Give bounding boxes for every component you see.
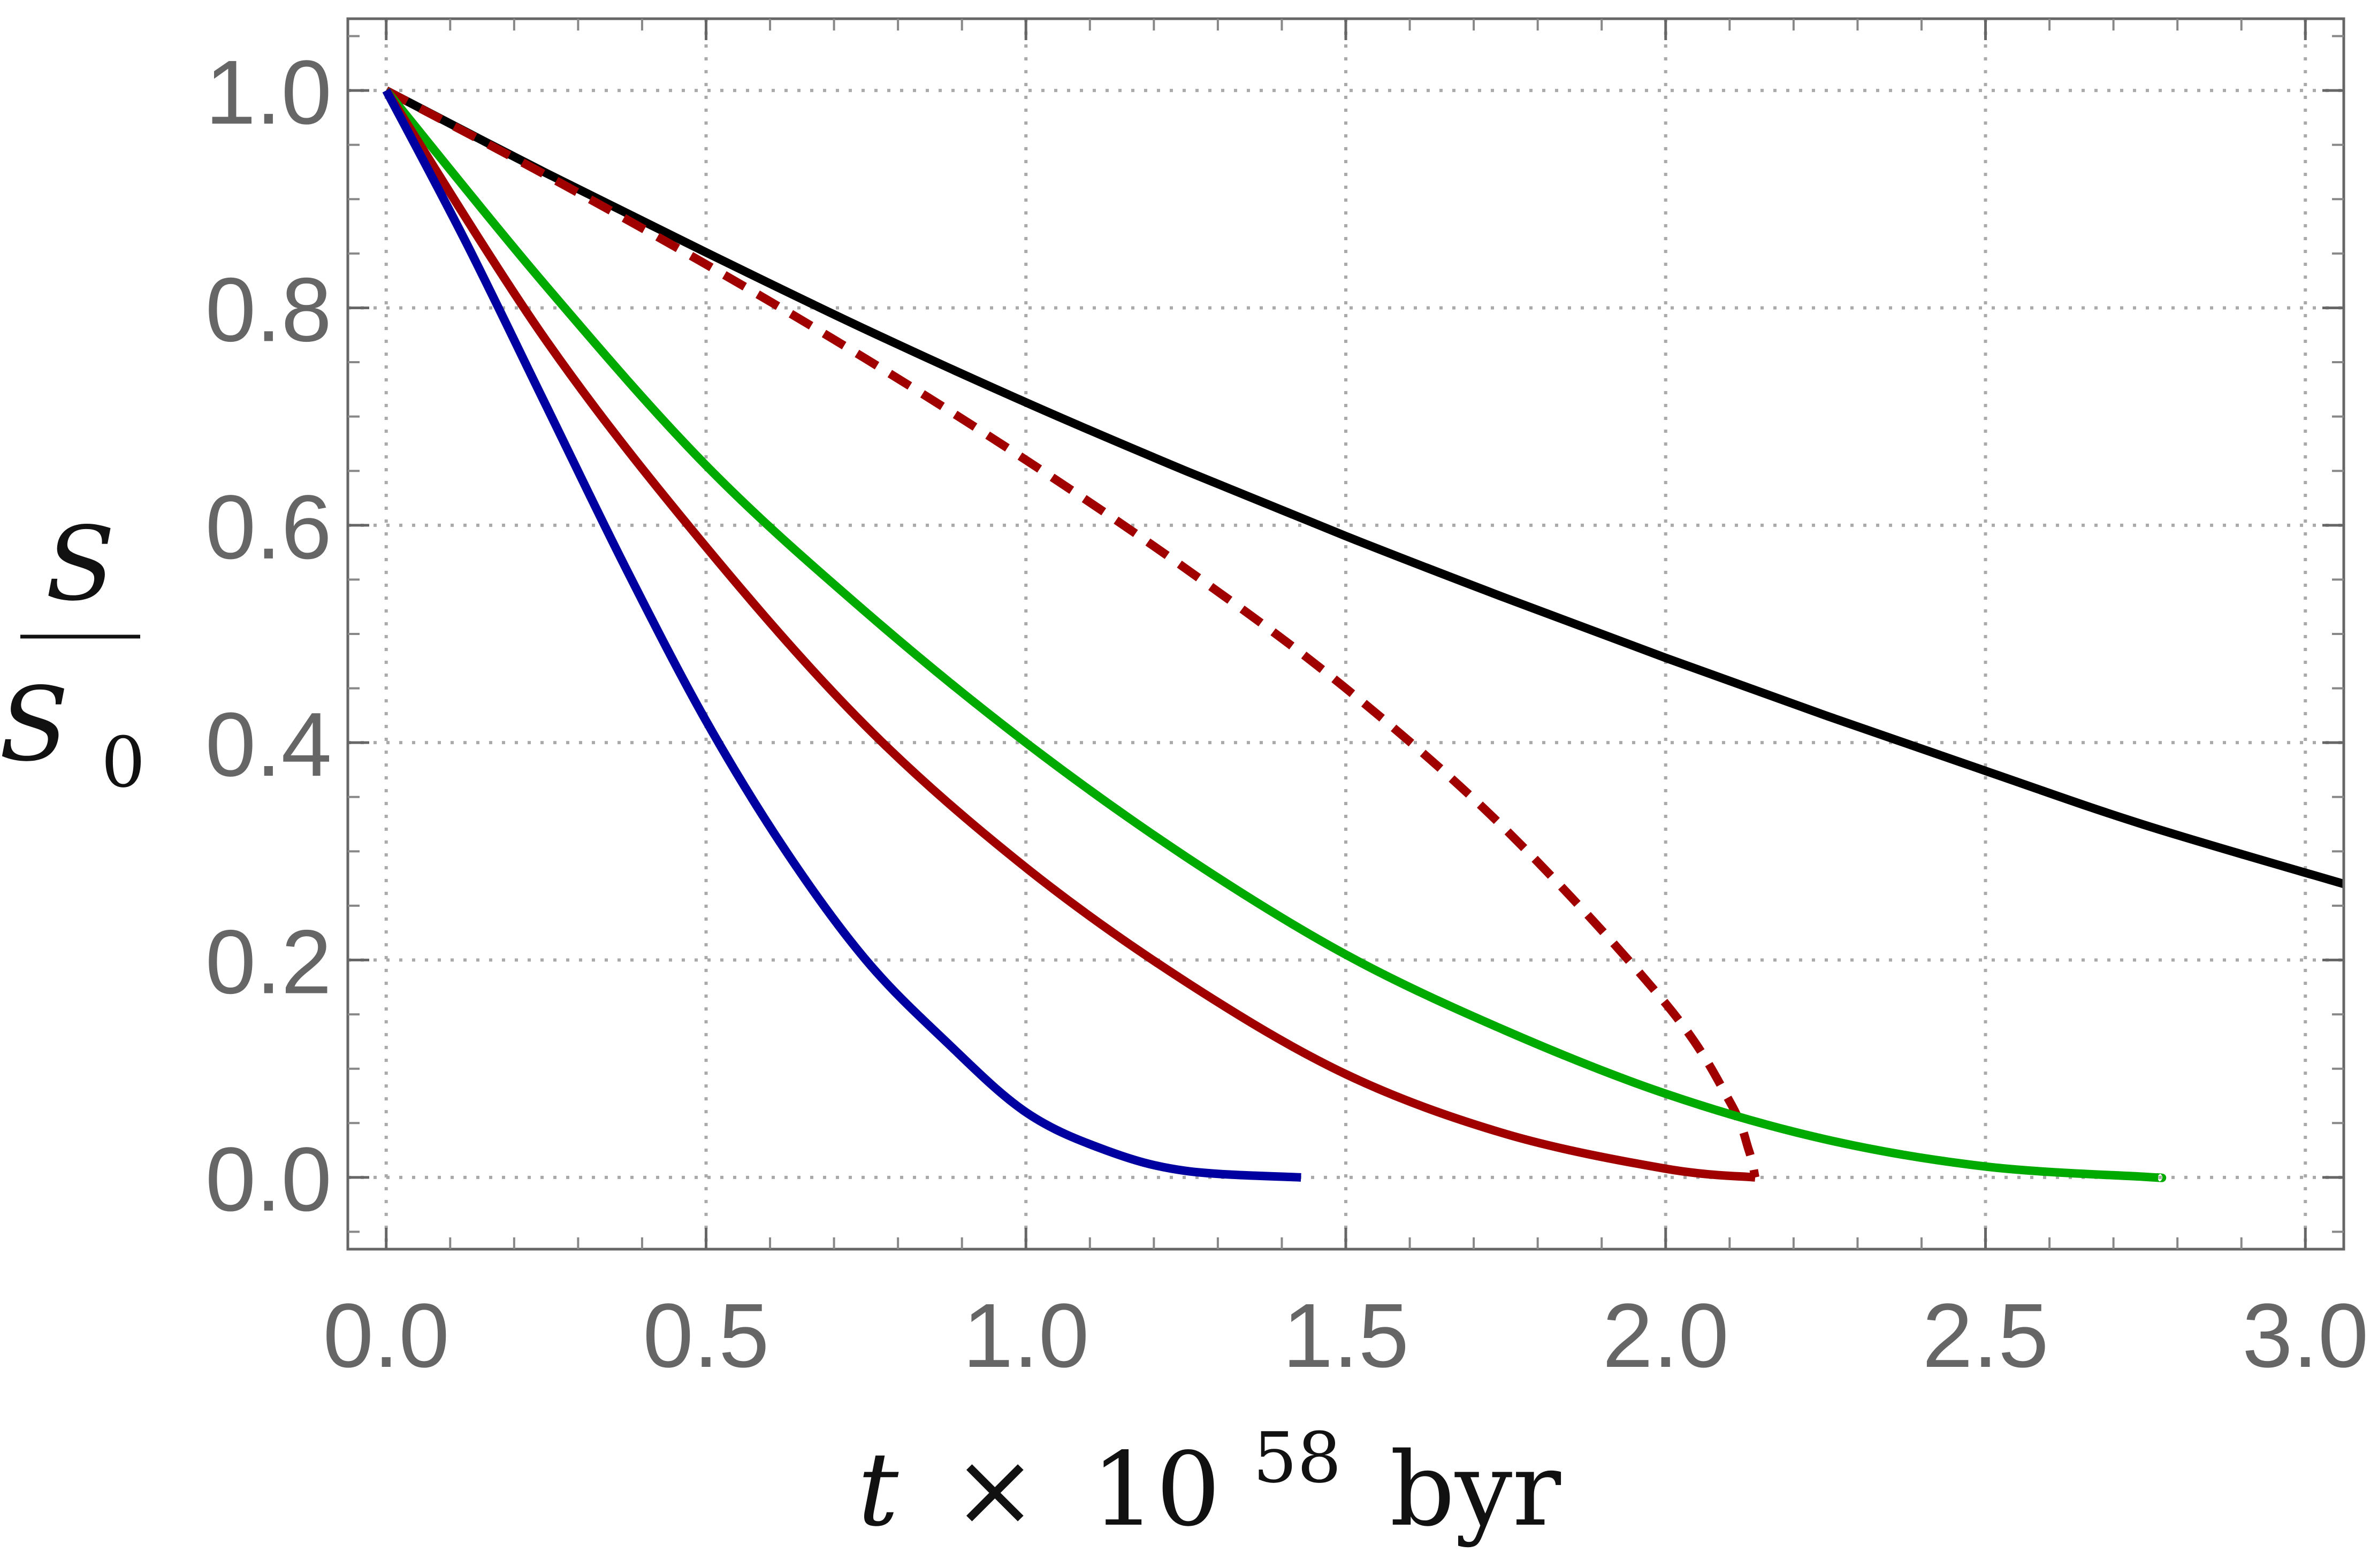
x-tick-label: 3.0 — [2242, 1285, 2368, 1387]
y-tick-label: 0.8 — [205, 259, 332, 361]
y-axis-label-den-sub: 0 — [101, 722, 146, 803]
series-line-1 — [384, 87, 1759, 1179]
x-tick-label: 0.5 — [643, 1285, 769, 1387]
series-group — [382, 86, 2345, 1182]
y-tick-label: 0.6 — [205, 477, 332, 578]
y-tick-label: 0.4 — [205, 694, 332, 796]
y-tick-label: 1.0 — [205, 42, 332, 143]
x-axis-label: t × 10 58 byr — [858, 1388, 1561, 1549]
plot-frame — [346, 17, 2345, 1251]
x-axis-label-exp: 58 — [1253, 1417, 1341, 1498]
x-tick-labels: 0.0 0.5 1.0 1.5 2.0 2.5 3.0 — [323, 1285, 2369, 1387]
y-tick-label: 0.0 — [205, 1129, 332, 1230]
x-axis-label-base: 10 — [1091, 1431, 1221, 1549]
x-tick-label: 0.0 — [323, 1285, 449, 1387]
x-tick-label: 1.0 — [963, 1285, 1089, 1387]
series-line-2 — [383, 88, 2167, 1182]
y-axis-label-den-var: S — [0, 666, 69, 784]
x-axis-label-unit: byr — [1390, 1431, 1561, 1549]
x-axis-label-var: t — [858, 1431, 899, 1549]
x-tick-label: 2.0 — [1603, 1285, 1729, 1387]
x-tick-label: 2.5 — [1922, 1285, 2048, 1387]
series-line-4 — [382, 88, 1301, 1182]
series-line-0 — [384, 86, 2345, 888]
y-axis-label-numerator: S — [45, 505, 115, 623]
y-tick-label: 0.2 — [205, 912, 332, 1013]
x-axis-label-times: × — [952, 1431, 1038, 1549]
series-line-3 — [382, 88, 1756, 1182]
x-tick-label: 1.5 — [1283, 1285, 1409, 1387]
tick-marks — [348, 19, 2344, 1249]
y-tick-labels: 0.0 0.2 0.4 0.6 0.8 1.0 — [205, 42, 332, 1230]
gridlines — [348, 19, 2344, 1249]
y-axis-label: S S 0 — [0, 505, 146, 803]
y-axis-label-denominator: S 0 — [0, 666, 146, 803]
